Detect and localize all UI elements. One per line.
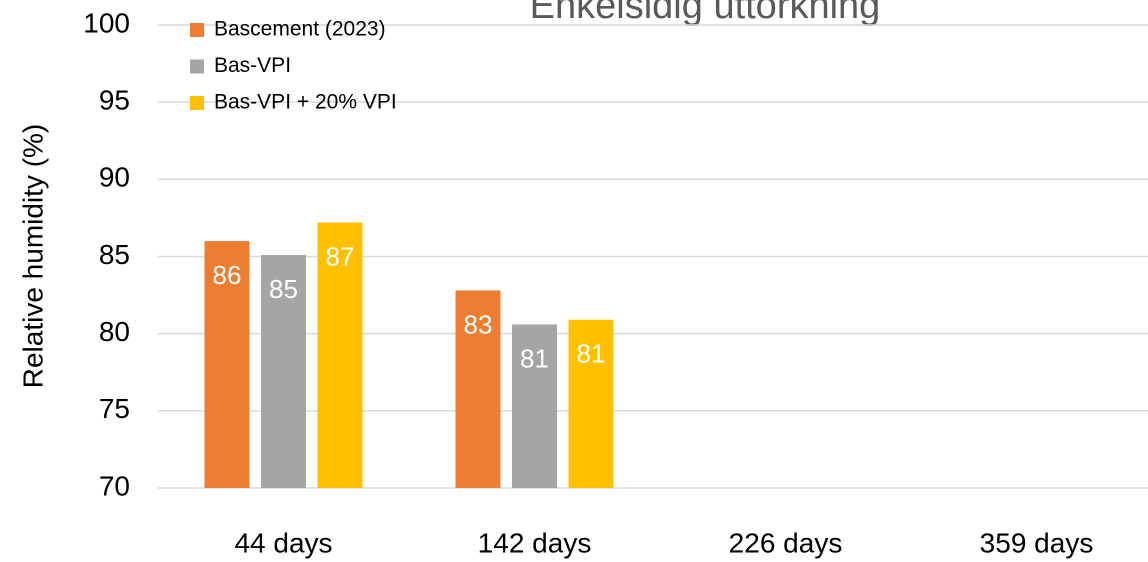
data-label: 85: [269, 274, 298, 304]
data-label: 81: [577, 339, 606, 369]
legend-swatch: [190, 59, 204, 74]
y-tick-label: 85: [99, 239, 130, 270]
y-tick-label: 80: [99, 316, 130, 347]
data-label: 87: [326, 241, 355, 271]
bar: [568, 319, 614, 488]
x-tick-label: 142 days: [478, 527, 592, 558]
y-tick-label: 90: [99, 162, 130, 193]
bar: [317, 222, 363, 488]
legend-label: Bascement (2023): [214, 18, 386, 41]
x-tick-label: 226 days: [729, 527, 843, 558]
y-tick-label: 100: [83, 7, 130, 38]
data-label: 86: [213, 260, 242, 290]
bar: [512, 324, 557, 488]
x-tick-label: 359 days: [980, 527, 1094, 558]
data-label: 81: [520, 343, 549, 373]
y-tick-label: 95: [99, 85, 130, 116]
legend-swatch: [190, 96, 204, 110]
y-tick-label: 75: [99, 393, 130, 424]
bar: [455, 290, 501, 488]
bar: [204, 241, 250, 488]
chart-title: Enkelsidig uttorkning: [530, 0, 881, 27]
y-axis-label: Relative humidity (%): [17, 124, 48, 389]
legend-label: Bas-VPI: [214, 54, 291, 77]
x-tick-label: 44 days: [234, 527, 332, 558]
legend-label: Bas-VPI + 20% VPI: [214, 91, 397, 114]
data-label: 83: [464, 309, 493, 339]
y-tick-label: 70: [99, 470, 130, 501]
legend-swatch: [190, 23, 204, 37]
bar: [261, 254, 306, 488]
